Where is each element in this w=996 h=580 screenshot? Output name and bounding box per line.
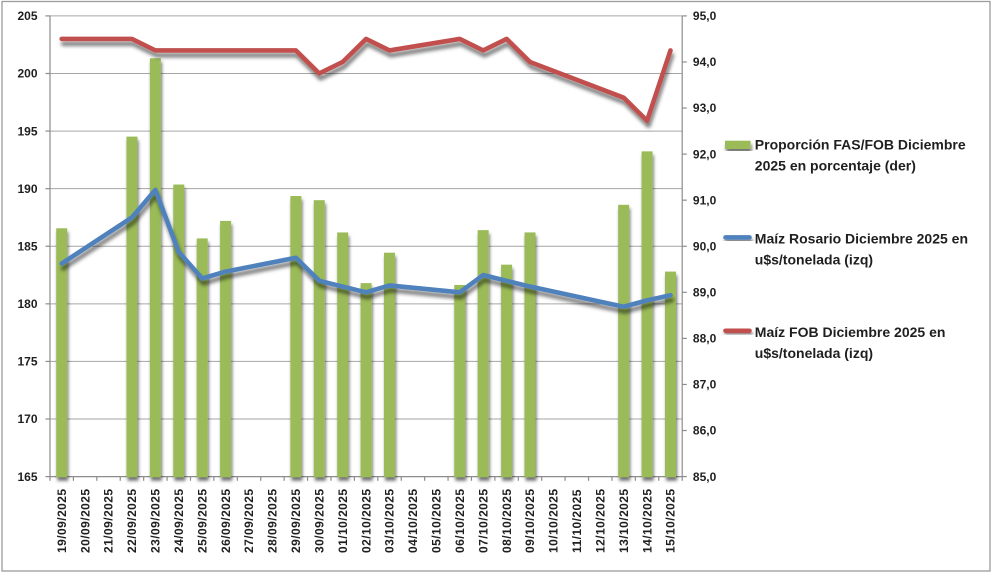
svg-text:195: 195: [17, 124, 37, 138]
svg-text:29/09/2025: 29/09/2025: [289, 488, 303, 553]
svg-text:13/10/2025: 13/10/2025: [617, 488, 631, 553]
svg-text:10/10/2025: 10/10/2025: [547, 488, 561, 553]
svg-text:01/10/2025: 01/10/2025: [336, 488, 350, 553]
svg-text:Proporción FAS/FOB Diciembre: Proporción FAS/FOB Diciembre: [755, 137, 966, 153]
svg-text:87,0: 87,0: [693, 378, 717, 392]
svg-text:95,0: 95,0: [693, 9, 717, 23]
svg-text:05/10/2025: 05/10/2025: [430, 488, 444, 553]
svg-text:93,0: 93,0: [693, 101, 717, 115]
svg-text:170: 170: [17, 412, 37, 426]
svg-text:30/09/2025: 30/09/2025: [312, 488, 326, 553]
svg-text:27/09/2025: 27/09/2025: [242, 488, 256, 553]
svg-text:15/10/2025: 15/10/2025: [664, 488, 678, 553]
svg-text:85,0: 85,0: [693, 470, 717, 484]
svg-text:19/09/2025: 19/09/2025: [55, 488, 69, 553]
svg-text:u$s/tonelada (izq): u$s/tonelada (izq): [755, 345, 873, 361]
svg-text:175: 175: [17, 355, 37, 369]
svg-text:92,0: 92,0: [693, 147, 717, 161]
svg-text:90,0: 90,0: [693, 239, 717, 253]
svg-text:12/10/2025: 12/10/2025: [593, 488, 607, 553]
svg-text:u$s/tonelada (izq): u$s/tonelada (izq): [755, 252, 873, 268]
svg-text:24/09/2025: 24/09/2025: [172, 488, 186, 553]
svg-text:205: 205: [17, 9, 37, 23]
svg-text:26/09/2025: 26/09/2025: [219, 488, 233, 553]
svg-text:Maíz FOB Diciembre 2025 en: Maíz FOB Diciembre 2025 en: [755, 324, 946, 340]
svg-text:185: 185: [17, 239, 37, 253]
svg-text:02/10/2025: 02/10/2025: [359, 488, 373, 553]
svg-text:180: 180: [17, 297, 37, 311]
svg-text:11/10/2025: 11/10/2025: [570, 489, 584, 553]
svg-text:89,0: 89,0: [693, 286, 717, 300]
svg-text:08/10/2025: 08/10/2025: [500, 488, 514, 553]
svg-text:Maíz Rosario Diciembre 2025 en: Maíz Rosario Diciembre 2025 en: [755, 231, 968, 247]
svg-text:165: 165: [17, 470, 37, 484]
svg-text:200: 200: [17, 67, 37, 81]
svg-text:07/10/2025: 07/10/2025: [476, 488, 490, 553]
svg-text:03/10/2025: 03/10/2025: [383, 488, 397, 553]
svg-text:06/10/2025: 06/10/2025: [453, 488, 467, 553]
svg-text:88,0: 88,0: [693, 332, 717, 346]
svg-text:28/09/2025: 28/09/2025: [266, 488, 280, 553]
svg-text:22/09/2025: 22/09/2025: [125, 488, 139, 553]
svg-text:91,0: 91,0: [693, 193, 717, 207]
svg-text:94,0: 94,0: [693, 55, 717, 69]
svg-text:09/10/2025: 09/10/2025: [523, 488, 537, 553]
svg-text:21/09/2025: 21/09/2025: [102, 488, 116, 553]
svg-text:14/10/2025: 14/10/2025: [640, 488, 654, 553]
svg-text:25/09/2025: 25/09/2025: [195, 488, 209, 553]
svg-text:04/10/2025: 04/10/2025: [406, 488, 420, 553]
svg-text:23/09/2025: 23/09/2025: [149, 488, 163, 553]
svg-text:20/09/2025: 20/09/2025: [78, 488, 92, 553]
svg-text:2025 en porcentaje (der): 2025 en porcentaje (der): [755, 158, 916, 174]
svg-text:190: 190: [17, 182, 37, 196]
svg-text:86,0: 86,0: [693, 424, 717, 438]
